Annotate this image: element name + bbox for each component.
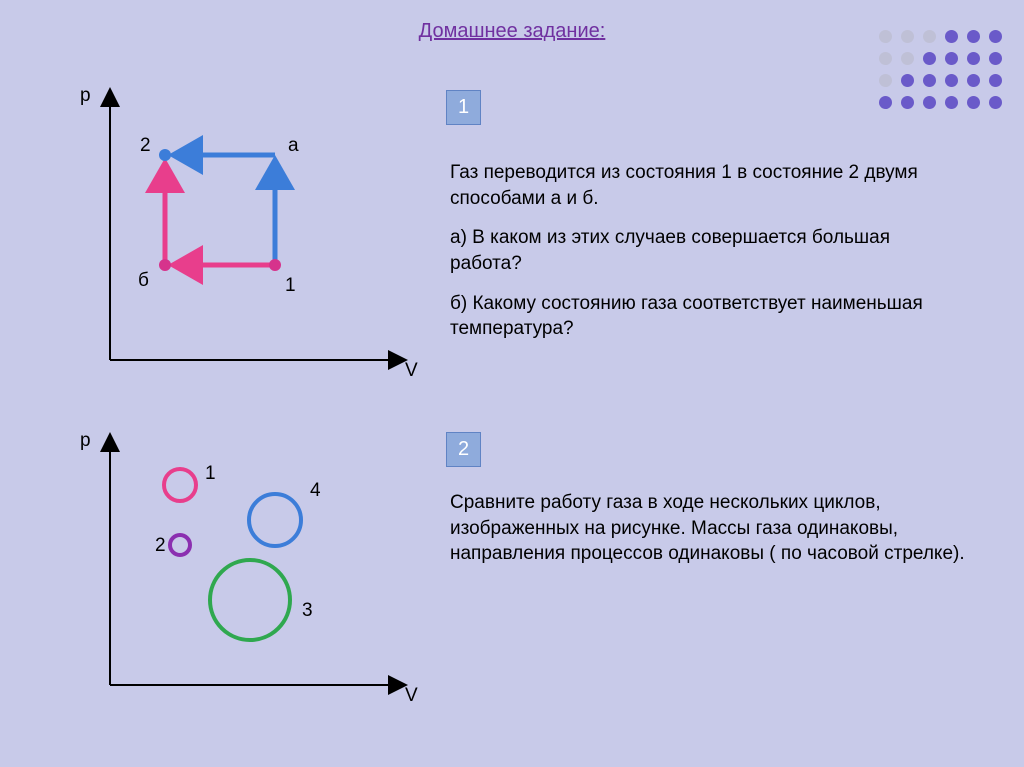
- decor-dot: [989, 52, 1002, 65]
- axis-p-label-2: p: [80, 430, 91, 452]
- state-2-dot: [159, 149, 171, 161]
- title-text: Домашнее задание: [419, 20, 600, 42]
- question-2-text: Сравните работу газа в ходе нескольких ц…: [450, 490, 970, 581]
- decor-dot: [879, 30, 892, 43]
- decor-dot: [901, 52, 914, 65]
- decor-dot-grid: [879, 30, 1006, 113]
- cycle-4-ring: [249, 494, 301, 546]
- q2-p1: Сравните работу газа в ходе нескольких ц…: [450, 490, 970, 567]
- decor-dot: [945, 96, 958, 109]
- pv-graph-2: p V 1 2 4 3: [70, 425, 430, 735]
- decor-dot: [923, 96, 936, 109]
- pv-graph-1: p V 2 а б 1: [70, 80, 430, 390]
- g1-label-2: 2: [140, 135, 151, 157]
- page-title: Домашнее задание:: [419, 20, 606, 43]
- cycle-2-ring: [170, 535, 190, 555]
- decor-dot: [923, 52, 936, 65]
- pv-graph-2-svg: [70, 425, 430, 735]
- decor-dot: [945, 52, 958, 65]
- cycle-1-ring: [164, 469, 196, 501]
- g2-label-1: 1: [205, 463, 216, 485]
- decor-dot: [901, 74, 914, 87]
- decor-dot: [901, 96, 914, 109]
- decor-dot: [923, 74, 936, 87]
- g2-label-2: 2: [155, 535, 166, 557]
- badge-2-text: 2: [458, 438, 469, 461]
- g2-label-4: 4: [310, 480, 321, 502]
- g1-label-1: 1: [285, 275, 296, 297]
- title-colon: :: [600, 20, 606, 42]
- axis-v-label-2: V: [405, 685, 418, 707]
- pv-graph-1-svg: [70, 80, 430, 390]
- cycle-3-ring: [210, 560, 290, 640]
- decor-dot: [901, 30, 914, 43]
- decor-dot: [945, 74, 958, 87]
- decor-dot: [879, 74, 892, 87]
- g1-label-a: а: [288, 135, 299, 157]
- q1-p3: б) Какому состоянию газа соответствует н…: [450, 291, 965, 342]
- decor-dot: [989, 30, 1002, 43]
- decor-dot: [967, 52, 980, 65]
- decor-dot: [879, 52, 892, 65]
- q1-p2: а) В каком из этих случаев совершается б…: [450, 225, 965, 276]
- problem-badge-1: 1: [446, 90, 481, 125]
- q1-p1: Газ переводится из состояния 1 в состоян…: [450, 160, 965, 211]
- axis-v-label-1: V: [405, 360, 418, 382]
- g1-label-b: б: [138, 270, 149, 292]
- axis-p-label-1: p: [80, 85, 91, 107]
- state-1-dot: [269, 259, 281, 271]
- decor-dot: [989, 74, 1002, 87]
- decor-dot: [879, 96, 892, 109]
- decor-dot: [967, 96, 980, 109]
- decor-dot: [989, 96, 1002, 109]
- decor-dot: [945, 30, 958, 43]
- state-b-dot: [159, 259, 171, 271]
- badge-1-text: 1: [458, 96, 469, 119]
- problem-badge-2: 2: [446, 432, 481, 467]
- question-1-text: Газ переводится из состояния 1 в состоян…: [450, 160, 965, 356]
- g2-label-3: 3: [302, 600, 313, 622]
- decor-dot: [967, 30, 980, 43]
- decor-dot: [967, 74, 980, 87]
- decor-dot: [923, 30, 936, 43]
